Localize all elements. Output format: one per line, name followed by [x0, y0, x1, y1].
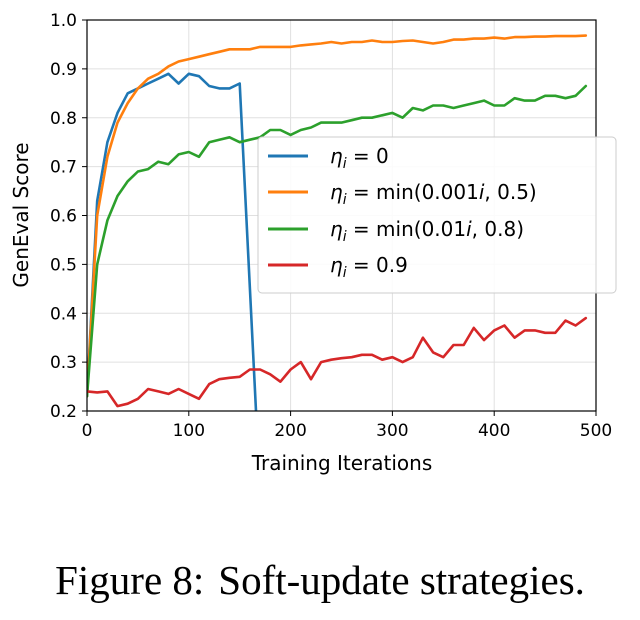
y-tick-label: 0.2	[50, 402, 77, 422]
legend-label-0: ηi = 0	[330, 144, 389, 172]
x-axis-title: Training Iterations	[251, 451, 433, 475]
y-tick-label: 0.8	[50, 109, 77, 129]
caption-text: Soft-update strategies.	[218, 557, 585, 603]
legend-label-2: ηi = min(0.01i, 0.8)	[330, 217, 524, 245]
figure-number: Figure 8:	[55, 557, 205, 603]
x-tick-label: 300	[376, 421, 408, 441]
x-tick-label: 200	[274, 421, 306, 441]
series-line-0	[87, 72, 258, 411]
legend-label-3: ηi = 0.9	[330, 253, 408, 281]
y-tick-label: 0.5	[50, 255, 77, 275]
series-line-1	[87, 34, 588, 398]
legend-label-1: ηi = min(0.001i, 0.5)	[330, 180, 537, 208]
chart: 0 100 200 300 400 500 0.2 0.3 0.4 0.5 0.6 0.7 0.8 0.9…	[9, 11, 617, 475]
y-tick-label: 0.4	[50, 304, 77, 324]
ticks: 0 100 200 300 400 500 0.2 0.3 0.4 0.5 0.6 0.7 0.8 0.9…	[50, 11, 612, 441]
series-line-3	[87, 316, 588, 408]
y-tick-label: 0.6	[50, 207, 77, 227]
x-tick-label: 500	[580, 421, 612, 441]
y-axis-title: GenEval Score	[9, 142, 33, 287]
y-tick-label: 0.7	[50, 158, 77, 178]
x-tick-label: 400	[478, 421, 510, 441]
legend: ηi = 0 ηi = min(0.001i, 0.5) ηi = min(0.…	[257, 136, 617, 294]
x-tick-label: 0	[82, 421, 93, 441]
figure-caption: Figure 8: Soft-update strategies.	[0, 556, 640, 604]
series-group	[87, 34, 588, 411]
y-tick-label: 0.9	[50, 60, 77, 80]
y-tick-label: 0.3	[50, 353, 77, 373]
legend-box	[257, 136, 617, 294]
y-tick-label: 1.0	[50, 11, 77, 31]
series-line-2	[87, 84, 588, 398]
x-tick-label: 100	[173, 421, 205, 441]
